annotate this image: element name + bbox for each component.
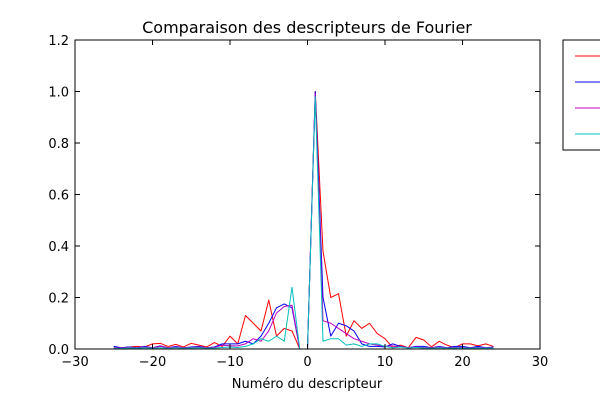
chart-title: Comparaison des descripteurs de Fourier [142,18,472,37]
series-line-2 [113,93,494,350]
y-tick-label: 0.8 [48,137,69,152]
x-tick-label: 30 [532,355,549,370]
x-tick-label: 0 [303,355,311,370]
x-tick-label: −10 [216,355,243,370]
y-tick-label: 0.4 [48,240,69,255]
x-axis-label: Numéro du descripteur [232,377,383,392]
x-tick-label: −20 [139,355,166,370]
legend-box [562,39,600,151]
y-tick-label: 0.2 [48,292,69,307]
series-line-0 [113,91,494,350]
y-tick-label: 0.6 [48,189,69,204]
series-line-3 [113,96,494,350]
axes: −30 −20 −10 0 10 20 30 0.0 0.2 0.4 0.6 0.8 1.0 1.2 [48,34,548,370]
plot-area [113,91,494,350]
y-tick-label: 1.0 [48,86,69,101]
legend [562,39,600,151]
y-tick-label: 0.0 [48,343,69,358]
x-tick-label: 20 [454,355,471,370]
x-tick-label: −30 [61,355,88,370]
axes-frame [74,39,541,350]
x-tick-label: 10 [377,355,394,370]
series-line-1 [113,91,494,350]
y-tick-label: 1.2 [48,34,69,49]
